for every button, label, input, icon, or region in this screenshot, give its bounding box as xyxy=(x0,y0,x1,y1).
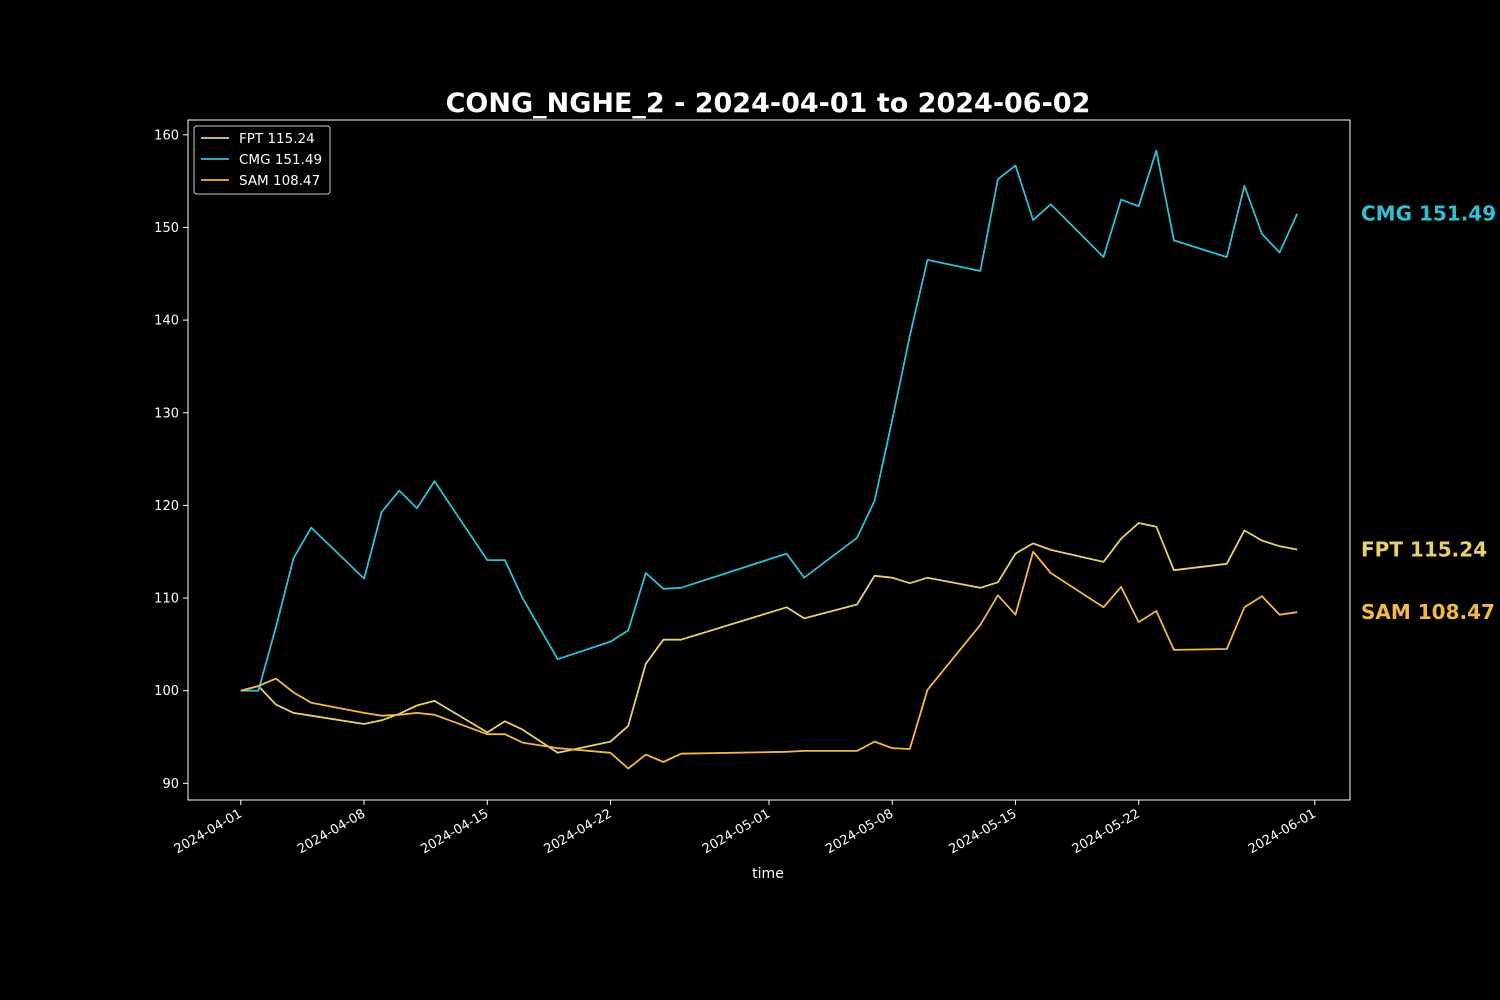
plot-area xyxy=(187,119,1351,801)
legend-entry: FPT 115.24 xyxy=(239,131,315,147)
y-tick-label: 140 xyxy=(154,314,179,329)
y-tick-label: 110 xyxy=(154,592,179,607)
y-tick-label: 160 xyxy=(154,128,179,143)
series-lines xyxy=(240,149,1299,770)
end-label: SAM 108.47 xyxy=(1361,600,1495,624)
x-tick-label: 2024-05-08 xyxy=(823,806,896,857)
y-tick-label: 100 xyxy=(154,684,179,699)
series-line-1 xyxy=(240,149,1299,692)
end-label: FPT 115.24 xyxy=(1361,537,1487,561)
x-tick-label: 2024-05-22 xyxy=(1070,806,1143,857)
x-tick-label: 2024-05-01 xyxy=(700,806,773,857)
x-tick-label: 2024-04-22 xyxy=(542,806,615,857)
x-axis-title: time xyxy=(752,866,784,882)
x-tick-label: 2024-04-15 xyxy=(418,806,491,857)
y-tick-label: 90 xyxy=(162,777,179,792)
y-tick-label: 130 xyxy=(154,406,179,421)
legend-box xyxy=(193,125,331,195)
y-tick-label: 150 xyxy=(154,221,179,236)
x-tick-label: 2024-05-15 xyxy=(947,806,1020,857)
chart-title: CONG_NGHE_2 - 2024-04-01 to 2024-06-02 xyxy=(446,88,1091,119)
axis-ticks: 90 100 110 120 130 140 150 160 2024-04-01 2024-04… xyxy=(154,128,1319,857)
x-tick-label: 2024-06-01 xyxy=(1246,806,1319,857)
legend-entry: SAM 108.47 xyxy=(239,173,320,189)
end-labels: FPT 115.24 CMG 151.49 SAM 108.47 xyxy=(1361,202,1496,625)
end-label: CMG 151.49 xyxy=(1361,202,1496,226)
series-line-0 xyxy=(240,522,1298,754)
x-tick-label: 2024-04-08 xyxy=(295,806,368,857)
legend: FPT 115.24 CMG 151.49 SAM 108.47 xyxy=(193,125,331,195)
legend-entry: CMG 151.49 xyxy=(239,152,322,168)
y-tick-label: 120 xyxy=(154,499,179,514)
x-tick-label: 2024-04-01 xyxy=(172,806,245,857)
series-line-2 xyxy=(240,550,1298,770)
